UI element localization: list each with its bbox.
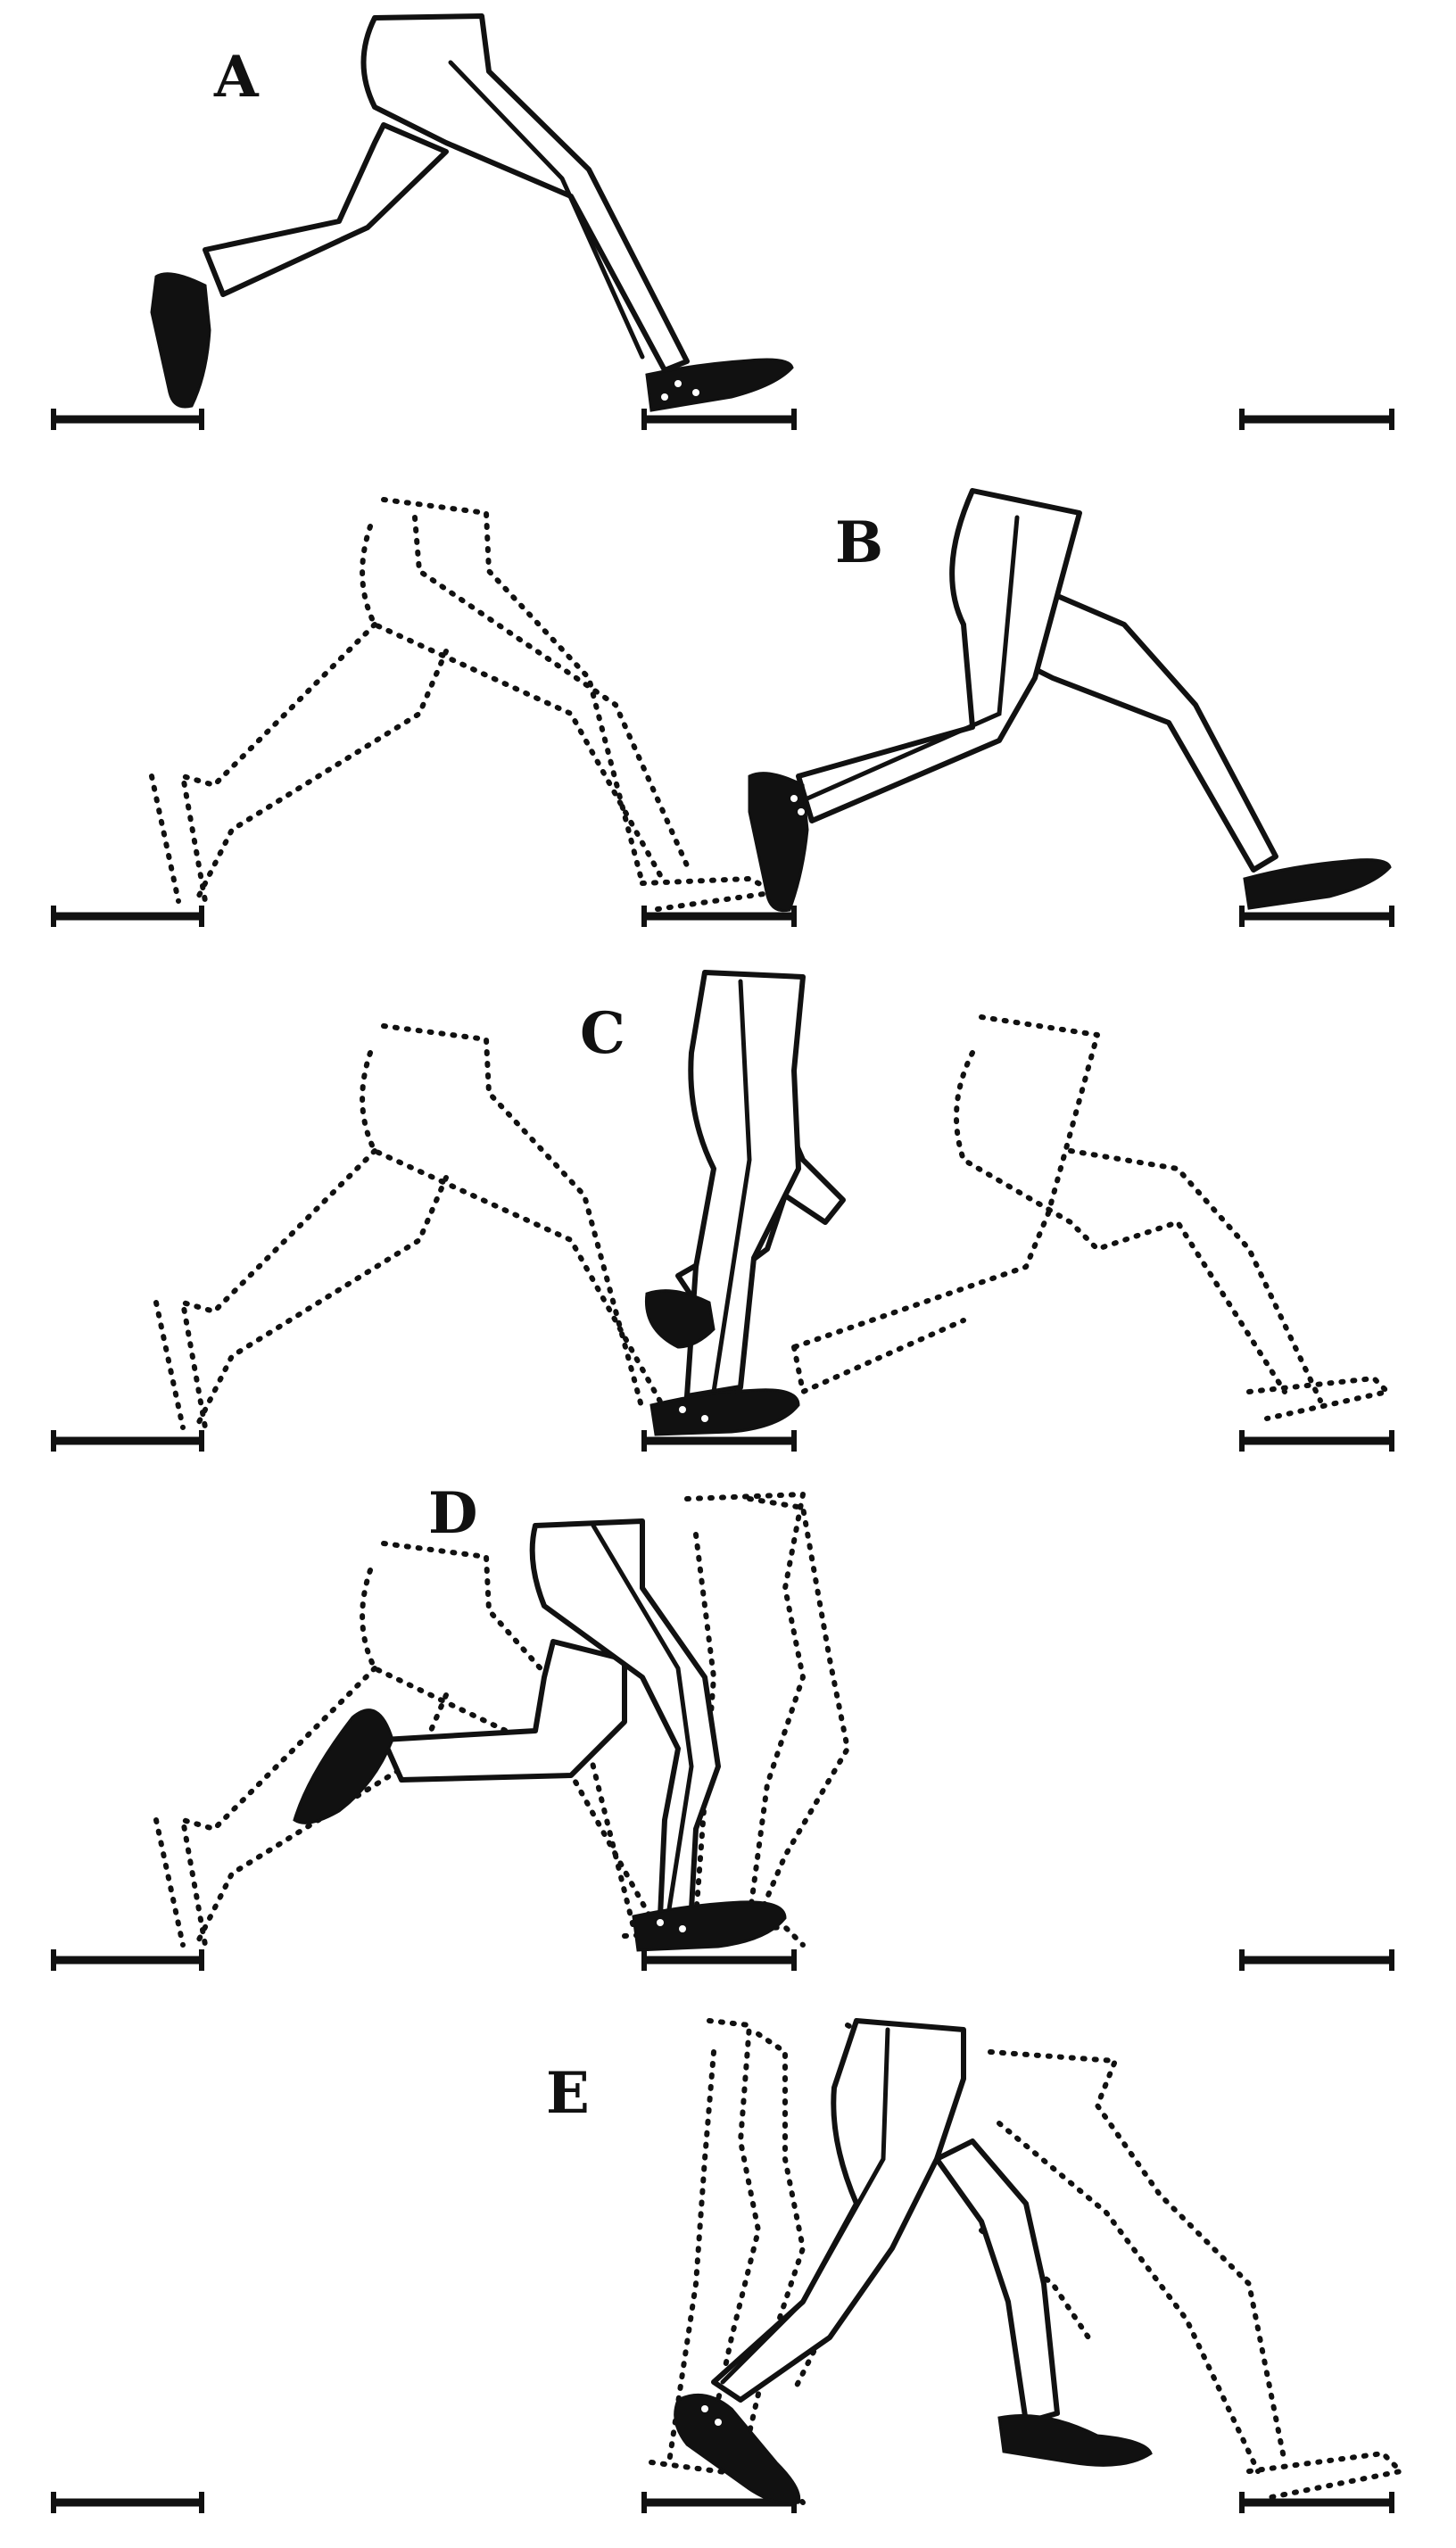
- ground-marks-d: [51, 1949, 1394, 1971]
- panel-label-c: C: [580, 1000, 625, 1067]
- ghost-legs-b: [149, 497, 779, 913]
- ground-marks-b: [51, 906, 1394, 927]
- ghost-legs-c: [153, 1014, 1390, 1430]
- panel-c: C: [51, 970, 1394, 1452]
- panel-label-a: A: [213, 44, 260, 111]
- back-leg-d: [381, 1639, 627, 1783]
- shoe-back-a: [150, 272, 211, 409]
- panel-label-d: D: [428, 1480, 478, 1547]
- ground-marks-e: [51, 2492, 1394, 2513]
- panel-a: A: [51, 13, 1394, 430]
- front-leg-a: [360, 13, 690, 373]
- shoe-front-b: [1243, 858, 1392, 910]
- shoe-back-d: [293, 1708, 394, 1824]
- shoe-back-e: [674, 2393, 801, 2505]
- back-leg-e: [934, 2138, 1060, 2425]
- panel-label-b: B: [835, 509, 883, 576]
- ground-marks-c: [51, 1430, 1394, 1452]
- back-leg-a: [203, 122, 449, 297]
- shoe-front-d: [632, 1900, 787, 1952]
- shoe-front-e: [997, 2414, 1153, 2467]
- front-leg-d: [529, 1518, 721, 1919]
- panel-b: B: [51, 488, 1394, 927]
- panel-d: D: [51, 1480, 1394, 1971]
- panel-e: E: [51, 2018, 1403, 2513]
- shoe-front-a: [645, 358, 794, 412]
- shoe-back-b: [748, 772, 809, 913]
- front-leg-e: [711, 2018, 966, 2403]
- shoe-back-c: [644, 1289, 716, 1349]
- shoe-front-c: [649, 1388, 800, 1436]
- ground-marks-a: [51, 409, 1394, 430]
- panel-label-e: E: [546, 2060, 590, 2127]
- ghost-legs-d: [153, 1492, 850, 1948]
- front-leg-b: [796, 488, 1082, 823]
